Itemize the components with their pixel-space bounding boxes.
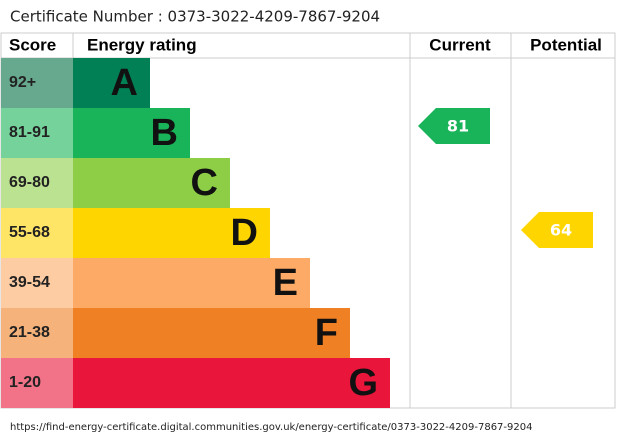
score-cell: [1, 208, 73, 258]
rating-letter: D: [231, 212, 258, 254]
score-cell: [1, 308, 73, 358]
column-header: Score: [9, 35, 56, 54]
rating-bar: [73, 358, 390, 408]
score-cell: [1, 58, 73, 108]
rating-letter: A: [111, 62, 138, 104]
rating-letter: B: [151, 112, 178, 154]
rating-letter: E: [273, 262, 298, 304]
rating-bar: [73, 258, 310, 308]
score-label: 55-68: [9, 224, 50, 241]
rating-bar: [73, 208, 270, 258]
score-cell: [1, 108, 73, 158]
rating-letter: F: [315, 312, 338, 354]
score-cell: [1, 358, 73, 408]
column-header: Potential: [530, 35, 602, 54]
current-value: 81: [447, 117, 469, 136]
score-label: 21-38: [9, 324, 50, 341]
score-label: 92+: [9, 74, 36, 91]
current-arrow: [418, 108, 490, 144]
rating-letter: G: [348, 362, 378, 404]
rating-bar: [73, 58, 150, 108]
score-cell: [1, 158, 73, 208]
rating-bar: [73, 308, 350, 358]
score-label: 1-20: [9, 374, 41, 391]
footer-url: https://find-energy-certificate.digital.…: [10, 422, 532, 433]
rating-bar: [73, 158, 230, 208]
column-header: Energy rating: [87, 35, 197, 54]
potential-arrow: [521, 212, 593, 249]
column-header: Current: [429, 35, 491, 54]
score-label: 81-91: [9, 124, 50, 141]
certificate-number: Certificate Number : 0373-3022-4209-7867…: [10, 8, 380, 26]
rating-bar: [73, 108, 190, 158]
score-label: 39-54: [9, 274, 50, 291]
rating-letter: C: [191, 162, 218, 204]
score-cell: [1, 258, 73, 308]
score-label: 69-80: [9, 174, 50, 191]
potential-value: 64: [550, 221, 572, 240]
